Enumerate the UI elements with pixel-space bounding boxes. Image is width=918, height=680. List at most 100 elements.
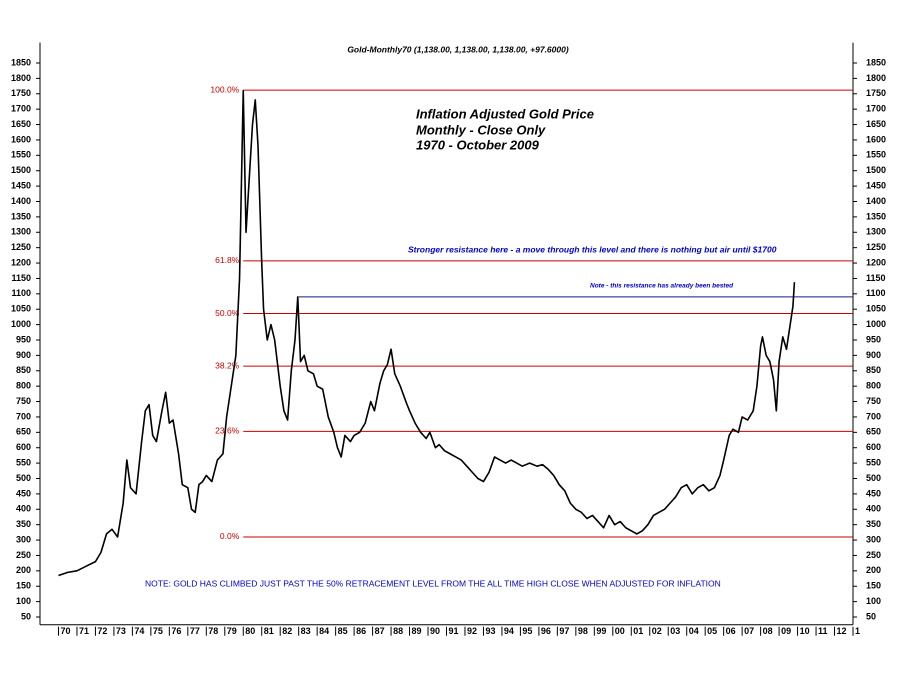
chart-title: Gold-Monthly70 (1,138.00, 1,138.00, 1,13… xyxy=(347,44,569,54)
x-tick-label: 73 xyxy=(116,626,126,636)
y-tick-label: 1550 xyxy=(866,150,886,160)
y-tick-label: 500 xyxy=(16,473,31,483)
x-tick-label: 08 xyxy=(763,626,773,636)
y-tick-label: 1300 xyxy=(11,227,31,237)
x-tick-label: 90 xyxy=(430,626,440,636)
x-tick-label: 76 xyxy=(171,626,181,636)
y-tick-label: 300 xyxy=(866,534,881,544)
annotation: Note - this resistance has already been … xyxy=(590,283,734,290)
y-tick-label: 1500 xyxy=(866,165,886,175)
y-tick-label: 700 xyxy=(866,411,881,421)
x-tick-label: 75 xyxy=(153,626,163,636)
y-tick-label: 1150 xyxy=(11,273,31,283)
y-tick-label: 100 xyxy=(866,596,881,606)
y-tick-label: 1500 xyxy=(11,165,31,175)
heading: Inflation Adjusted Gold Price xyxy=(416,106,594,121)
y-tick-label: 1600 xyxy=(11,134,31,144)
x-tick-label: 00 xyxy=(615,626,625,636)
x-tick-label: 86 xyxy=(356,626,366,636)
y-tick-label: 650 xyxy=(16,427,31,437)
y-tick-label: 1350 xyxy=(11,211,31,221)
y-tick-label: 550 xyxy=(866,457,881,467)
y-tick-label: 1250 xyxy=(11,242,31,252)
y-tick-label: 1700 xyxy=(866,104,886,114)
y-tick-label: 1650 xyxy=(11,119,31,129)
y-tick-label: 800 xyxy=(866,381,881,391)
y-tick-label: 1200 xyxy=(11,257,31,267)
y-tick-label: 750 xyxy=(866,396,881,406)
level-label: 50.0% xyxy=(215,308,240,318)
y-tick-label: 1150 xyxy=(866,273,886,283)
x-tick-label: 74 xyxy=(134,626,144,636)
x-tick-label: 89 xyxy=(412,626,422,636)
level-label: 61.8% xyxy=(215,255,240,265)
x-tick-label: 03 xyxy=(670,626,680,636)
x-tick-label: 11 xyxy=(818,626,828,636)
x-tick-label: 78 xyxy=(208,626,218,636)
y-tick-label: 250 xyxy=(16,550,31,560)
y-tick-label: 950 xyxy=(866,334,881,344)
level-label: 23.6% xyxy=(215,426,240,436)
y-tick-label: 350 xyxy=(16,519,31,529)
y-tick-label: 1700 xyxy=(11,104,31,114)
x-tick-label: 06 xyxy=(726,626,736,636)
y-tick-label: 1850 xyxy=(866,57,886,67)
y-tick-label: 1100 xyxy=(866,288,886,298)
x-tick-label: 99 xyxy=(596,626,606,636)
x-tick-label: 10 xyxy=(800,626,810,636)
y-tick-label: 200 xyxy=(866,565,881,575)
x-tick-label: 88 xyxy=(393,626,403,636)
y-tick-label: 200 xyxy=(16,565,31,575)
x-tick-label: 96 xyxy=(541,626,551,636)
annotation: NOTE: GOLD HAS CLIMBED JUST PAST THE 50%… xyxy=(145,578,721,588)
y-tick-label: 300 xyxy=(16,534,31,544)
y-tick-label: 500 xyxy=(866,473,881,483)
y-tick-label: 100 xyxy=(16,596,31,606)
x-tick-label: 87 xyxy=(375,626,385,636)
level-label: 0.0% xyxy=(220,531,240,541)
y-tick-label: 900 xyxy=(16,350,31,360)
y-tick-label: 150 xyxy=(16,581,31,591)
x-tick-label: 09 xyxy=(781,626,791,636)
x-tick-label: 72 xyxy=(97,626,107,636)
x-tick-label: 1 xyxy=(855,626,860,636)
price-line xyxy=(58,89,796,577)
y-tick-label: 1600 xyxy=(866,134,886,144)
y-tick-label: 950 xyxy=(16,334,31,344)
x-tick-label: 91 xyxy=(449,626,459,636)
y-tick-label: 1750 xyxy=(866,88,886,98)
heading: Monthly - Close Only xyxy=(416,122,546,137)
x-tick-label: 12 xyxy=(837,626,847,636)
y-tick-label: 650 xyxy=(866,427,881,437)
y-tick-label: 1400 xyxy=(866,196,886,206)
x-tick-label: 05 xyxy=(707,626,717,636)
y-tick-label: 1450 xyxy=(11,180,31,190)
x-tick-label: 07 xyxy=(744,626,754,636)
x-tick-label: 97 xyxy=(559,626,569,636)
y-tick-label: 350 xyxy=(866,519,881,529)
heading: 1970 - October 2009 xyxy=(416,137,540,152)
y-tick-label: 400 xyxy=(16,504,31,514)
x-tick-label: 79 xyxy=(227,626,237,636)
y-tick-label: 250 xyxy=(866,550,881,560)
y-tick-label: 1400 xyxy=(11,196,31,206)
x-tick-label: 70 xyxy=(60,626,70,636)
x-tick-label: 80 xyxy=(245,626,255,636)
y-tick-label: 900 xyxy=(866,350,881,360)
y-tick-label: 700 xyxy=(16,411,31,421)
y-tick-label: 50 xyxy=(21,611,31,621)
y-tick-label: 800 xyxy=(16,381,31,391)
x-tick-label: 95 xyxy=(522,626,532,636)
x-tick-label: 02 xyxy=(652,626,662,636)
y-tick-label: 1350 xyxy=(866,211,886,221)
y-tick-label: 1100 xyxy=(11,288,31,298)
annotation: Stronger resistance here - a move throug… xyxy=(408,244,777,254)
y-tick-label: 1550 xyxy=(11,150,31,160)
y-tick-label: 600 xyxy=(16,442,31,452)
y-tick-label: 1300 xyxy=(866,227,886,237)
x-tick-label: 71 xyxy=(79,626,89,636)
y-tick-label: 750 xyxy=(16,396,31,406)
y-tick-label: 1750 xyxy=(11,88,31,98)
level-label: 100.0% xyxy=(210,84,239,94)
